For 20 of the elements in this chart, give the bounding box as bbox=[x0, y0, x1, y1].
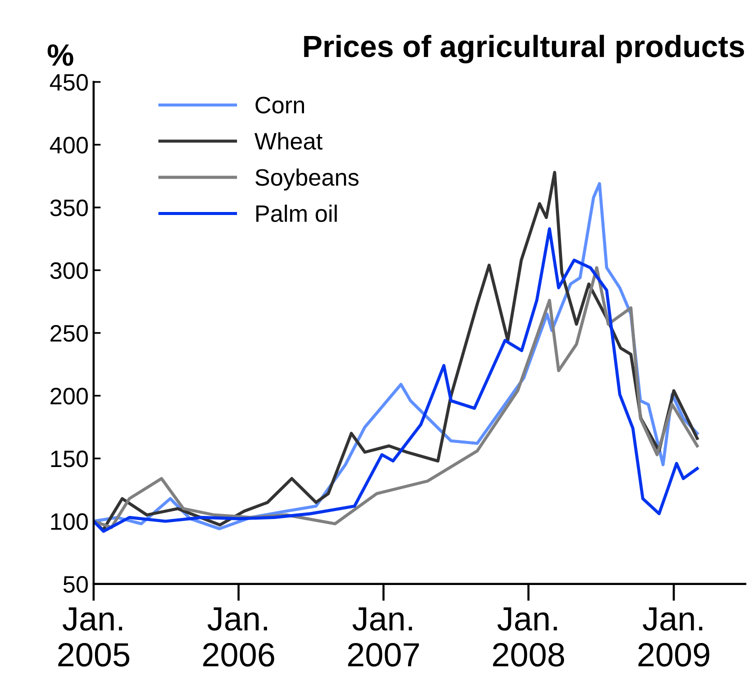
y-tick-label: 300 bbox=[50, 262, 88, 279]
legend-label: Soybeans bbox=[255, 168, 359, 190]
y-tick-label: 50 bbox=[63, 576, 88, 593]
y-tick-label: 350 bbox=[50, 200, 88, 216]
legend-label: Palm oil bbox=[256, 204, 337, 222]
legend-label: Corn bbox=[256, 96, 304, 114]
y-tick-label: 200 bbox=[50, 388, 88, 404]
x-tick-label: Jan. 2008 bbox=[493, 607, 564, 667]
y-tick-label: 150 bbox=[51, 450, 88, 468]
x-tick-label: Jan. 2009 bbox=[638, 607, 710, 667]
x-tick-label: Jan. 2007 bbox=[348, 607, 419, 667]
y-tick-label: 400 bbox=[50, 136, 88, 154]
y-tick-label: 100 bbox=[51, 513, 88, 530]
x-tick-label: Jan. 2005 bbox=[58, 607, 130, 667]
y-tick-label: 450 bbox=[50, 74, 88, 91]
x-tick-label: Jan. 2006 bbox=[203, 607, 274, 667]
y-tick-label: 250 bbox=[50, 325, 88, 342]
legend-label: Wheat bbox=[254, 132, 322, 150]
y-axis-title: % bbox=[48, 44, 74, 66]
chart-title: Prices of agricultural products bbox=[304, 34, 744, 64]
